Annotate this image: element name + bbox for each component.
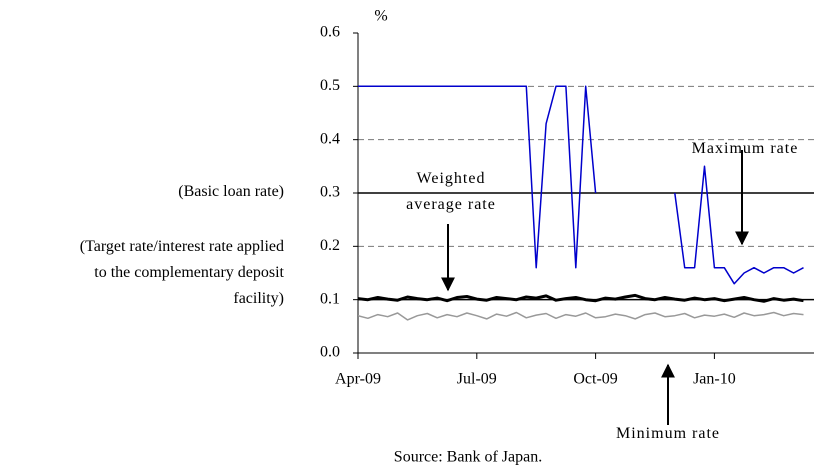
series-line <box>358 311 804 321</box>
y-tick-label: 0.3 <box>320 184 340 201</box>
x-tick-label: Jan-10 <box>693 371 736 388</box>
series-line <box>358 293 804 303</box>
y-unit: % <box>374 8 387 25</box>
plot <box>358 85 804 321</box>
series-label: Minimum rate <box>616 425 720 442</box>
y-tick-label: 0.5 <box>320 77 340 94</box>
y-tick-label: 0.6 <box>320 24 340 41</box>
reference-label: (Target rate/interest rate applied to th… <box>79 237 284 307</box>
x-tick-label: Jul-09 <box>457 371 497 388</box>
x-tick-label: Oct-09 <box>573 371 617 388</box>
y-tick-label: 0.1 <box>320 290 340 307</box>
y-tick-label: 0.2 <box>320 237 340 254</box>
y-tick-label: 0.4 <box>320 130 340 147</box>
x-tick-label: Apr-09 <box>335 371 381 388</box>
series-label: Maximum rate <box>691 140 799 157</box>
series-label: Weighted average rate <box>406 170 496 213</box>
y-tick-label: 0.0 <box>320 344 340 361</box>
reference-label: (Basic loan rate) <box>178 183 284 200</box>
source: Source: Bank of Japan. <box>394 449 542 466</box>
series-line <box>358 85 804 285</box>
